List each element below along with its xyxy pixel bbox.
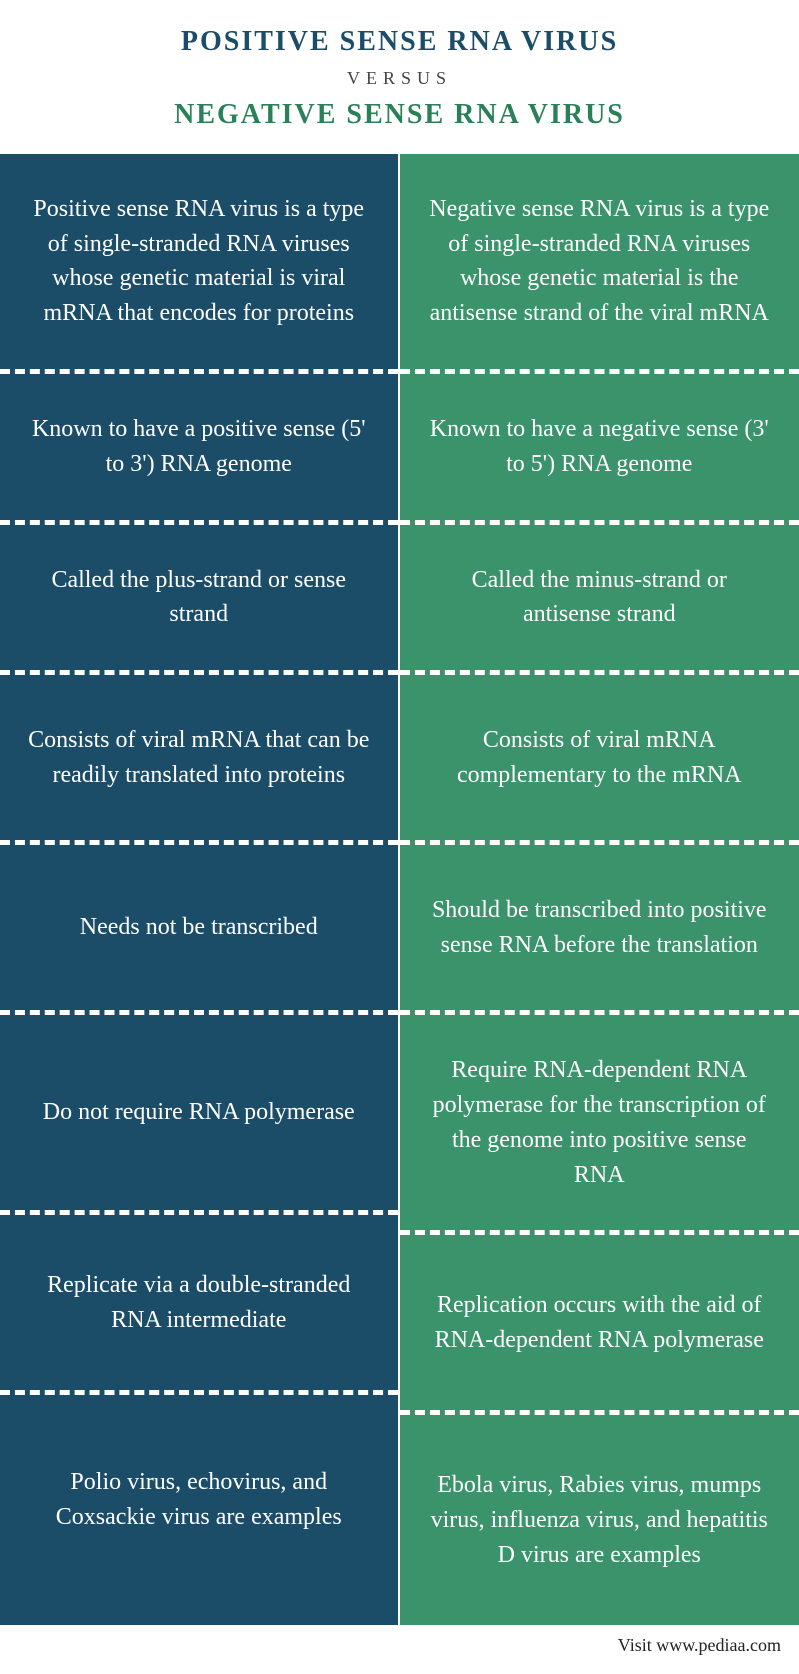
cell-left-2: Called the plus-strand or sense strand [0,525,398,676]
cell-right-7: Ebola virus, Rabies virus, mumps virus, … [400,1415,799,1625]
cell-right-6: Replication occurs with the aid of RNA-d… [400,1235,799,1415]
cell-right-5: Require RNA-dependent RNA polymerase for… [400,1015,799,1235]
cell-right-2: Called the minus-strand or antisense str… [400,525,799,676]
cell-left-1: Known to have a positive sense (5' to 3'… [0,374,398,525]
cell-left-5: Do not require RNA polymerase [0,1015,398,1215]
comparison-table: Positive sense RNA virus is a type of si… [0,154,799,1626]
cell-right-3: Consists of viral mRNA complementary to … [400,675,799,845]
cell-left-3: Consists of viral mRNA that can be readi… [0,675,398,845]
versus-label: VERSUS [20,68,779,89]
cell-left-4: Needs not be transcribed [0,845,398,1015]
column-negative: Negative sense RNA virus is a type of si… [400,154,799,1626]
title-negative: NEGATIVE SENSE RNA VIRUS [20,97,779,133]
column-positive: Positive sense RNA virus is a type of si… [0,154,400,1626]
cell-left-0: Positive sense RNA virus is a type of si… [0,154,398,374]
header: POSITIVE SENSE RNA VIRUS VERSUS NEGATIVE… [0,0,799,154]
cell-right-1: Known to have a negative sense (3' to 5'… [400,374,799,525]
cell-right-4: Should be transcribed into positive sens… [400,845,799,1015]
title-positive: POSITIVE SENSE RNA VIRUS [20,24,779,60]
footer-text: Visit www.pediaa.com [618,1635,781,1655]
cell-left-7: Polio virus, echovirus, and Coxsackie vi… [0,1395,398,1605]
footer: Visit www.pediaa.com [0,1625,799,1674]
cell-right-0: Negative sense RNA virus is a type of si… [400,154,799,374]
cell-left-6: Replicate via a double-stranded RNA inte… [0,1215,398,1395]
